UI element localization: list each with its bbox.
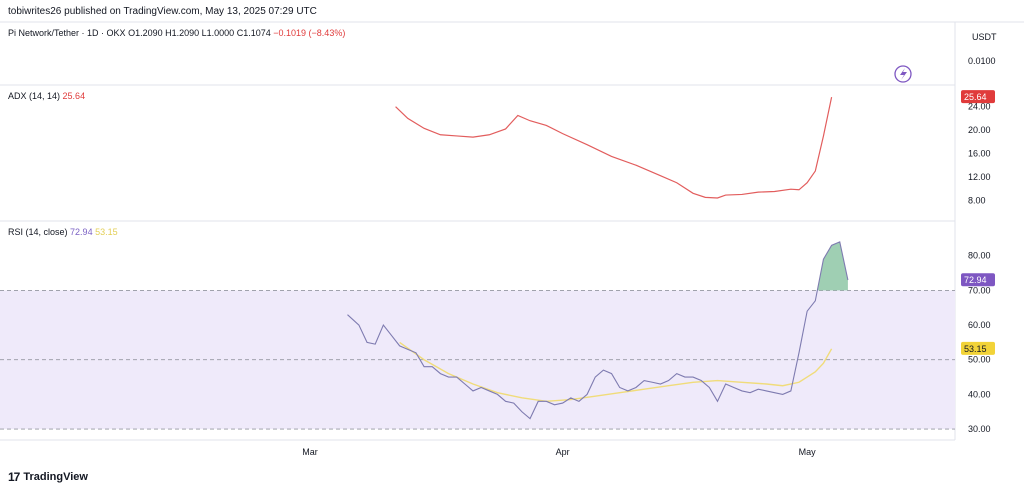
ohlc-close: C1.1074 xyxy=(236,28,271,38)
rsi-ma-last-value-badge xyxy=(961,341,995,355)
adx-legend: ADX (14, 14) 25.64 xyxy=(8,91,85,101)
rsi-tick-label: 40.00 xyxy=(968,389,991,399)
ohlc-low: L1.0000 xyxy=(201,28,235,38)
ohlc-high: H1.2090 xyxy=(165,28,200,38)
rsi-tick-label: 70.00 xyxy=(968,285,991,295)
rsi-last-value-label: 72.94 xyxy=(964,275,987,285)
adx-tick-label: 16.00 xyxy=(968,149,991,159)
time-axis: Mar Apr May xyxy=(302,447,816,457)
rsi-pane: 30.00 40.00 50.00 60.00 70.00 80.00 72.94 53.15 xyxy=(0,241,995,434)
ohlc-open: O1.2090 xyxy=(128,28,163,38)
tradingview-brand[interactable]: 17 TradingView xyxy=(8,470,88,484)
rsi-ma-line xyxy=(399,341,833,403)
symbol-title: Pi Network/Tether · 1D · OKX xyxy=(8,28,126,38)
lightning-icon xyxy=(900,68,907,80)
adx-last-value-label: 25.64 xyxy=(964,92,987,102)
rsi-legend-label: RSI (14, close) xyxy=(8,227,68,237)
currency-unit[interactable]: USDT xyxy=(972,32,997,42)
adx-line xyxy=(395,96,833,199)
rsi-tick-label: 60.00 xyxy=(968,320,991,330)
adx-tick-label: 20.00 xyxy=(968,125,991,135)
adx-tick-label: 24.00 xyxy=(968,102,991,112)
adx-last-value-badge xyxy=(961,90,995,104)
rsi-last-value-badge xyxy=(961,273,995,287)
adx-legend-value: 25.64 xyxy=(62,91,86,101)
adx-tick-label: 12.00 xyxy=(968,172,991,182)
ohlc-change: −0.1019 (−8.43%) xyxy=(273,28,346,38)
rsi-tick-label: 30.00 xyxy=(968,424,991,434)
time-tick-label: Mar xyxy=(302,447,318,457)
rsi-tick-label: 50.00 xyxy=(968,355,991,365)
price-tick-label: 0.0100 xyxy=(968,56,996,66)
brand-name: TradingView xyxy=(23,471,88,483)
publisher-info: tobiwrites26 published on TradingView.co… xyxy=(8,6,317,17)
price-legend: Pi Network/Tether · 1D · OKX O1.2090 H1.… xyxy=(8,28,345,38)
rsi-ma-last-value-label: 53.15 xyxy=(964,344,987,354)
adx-tick-label: 8.00 xyxy=(968,195,986,205)
rsi-legend: RSI (14, close) 72.94 53.15 xyxy=(8,227,118,237)
pane-dividers xyxy=(0,21,1024,441)
time-tick-label: Apr xyxy=(556,447,570,457)
price-pane: 0.0100 xyxy=(968,56,996,66)
rsi-overbought-fill xyxy=(817,241,848,291)
tradingview-logo-icon: 17 xyxy=(8,470,20,484)
time-tick-label: May xyxy=(799,447,817,457)
rsi-legend-value: 72.94 xyxy=(70,227,93,237)
alert-button[interactable] xyxy=(894,65,912,83)
rsi-tick-label: 80.00 xyxy=(968,251,991,261)
rsi-ma-legend-value: 53.15 xyxy=(95,227,118,237)
rsi-line xyxy=(347,241,849,420)
adx-legend-label: ADX (14, 14) xyxy=(8,91,61,101)
